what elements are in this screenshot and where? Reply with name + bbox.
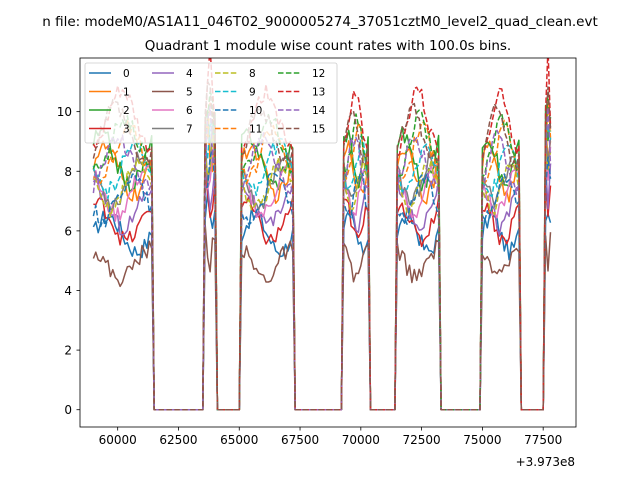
legend-label-3: 3	[123, 124, 130, 136]
legend-label-14: 14	[312, 105, 326, 117]
legend-label-10: 10	[249, 105, 262, 117]
legend-label-12: 12	[312, 68, 325, 80]
y-tick-label: 0	[64, 403, 72, 417]
legend-label-5: 5	[186, 87, 193, 99]
y-axis: 0 2 4 6 8 10	[57, 105, 80, 417]
x-tick-label: 70000	[342, 433, 380, 447]
y-tick-label: 8	[64, 165, 72, 179]
legend-label-6: 6	[186, 105, 193, 117]
x-tick-label: 65000	[220, 433, 258, 447]
x-tick-label: 67500	[281, 433, 319, 447]
legend-label-7: 7	[186, 124, 193, 136]
plot-frame	[79, 57, 577, 428]
x-tick-label: 62500	[159, 433, 197, 447]
x-tick-label: 75000	[463, 433, 501, 447]
figure-suptitle: n file: modeM0/AS1A11_046T02_9000005274_…	[42, 14, 598, 30]
legend-label-0: 0	[123, 68, 130, 80]
legend-box	[84, 62, 338, 144]
series-line-15	[92, 80, 552, 411]
legend-label-8: 8	[249, 68, 256, 80]
y-tick-label: 4	[64, 284, 72, 298]
x-axis: 60000 62500 65000 67500 70000 72500 75000 77500	[99, 427, 562, 447]
chart-title: Quadrant 1 module wise count rates with …	[145, 38, 511, 54]
legend-label-4: 4	[186, 68, 193, 80]
x-tick-label: 72500	[403, 433, 441, 447]
series-lines	[92, 58, 552, 411]
x-tick-label: 77500	[524, 433, 562, 447]
legend-label-9: 9	[249, 87, 256, 99]
y-tick-label: 10	[57, 105, 72, 119]
y-tick-label: 6	[64, 224, 72, 238]
legend-label-15: 15	[312, 124, 325, 136]
legend-label-1: 1	[123, 87, 130, 99]
y-tick-label: 2	[64, 344, 72, 358]
legend-label-11: 11	[249, 124, 262, 136]
legend-label-13: 13	[312, 87, 325, 99]
x-axis-offset-label: +3.973e8	[516, 455, 575, 469]
x-tick-label: 60000	[99, 433, 137, 447]
legend-label-2: 2	[123, 105, 130, 117]
